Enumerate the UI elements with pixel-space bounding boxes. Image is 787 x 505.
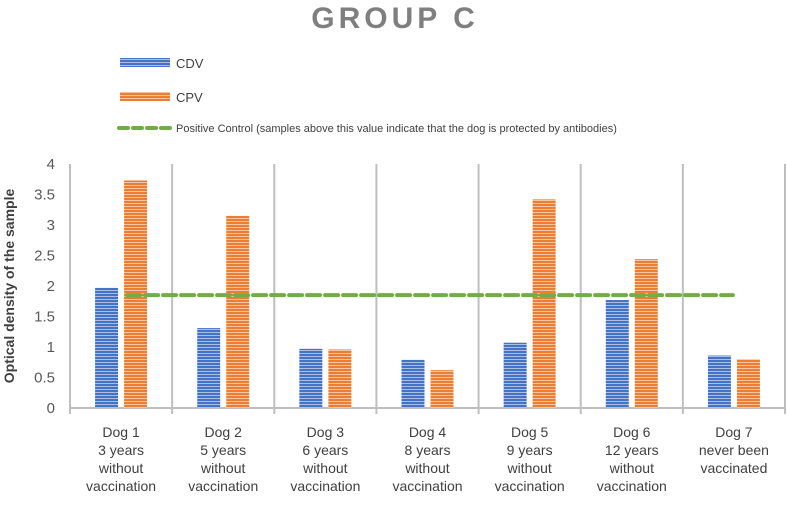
x-tick-label: vaccination: [188, 478, 258, 494]
x-tick-label: Dog 7: [715, 424, 753, 440]
y-tick-label: 0.5: [34, 370, 55, 387]
x-tick-label: vaccination: [597, 478, 667, 494]
y-tick-label: 2.5: [34, 248, 55, 265]
x-tick-label: 3 years: [98, 442, 144, 458]
x-tick-label: 6 years: [302, 442, 348, 458]
x-axis-labels: Dog 1 3 years without vaccination Dog 2 5 yea…: [86, 424, 769, 494]
bar-cpv: [532, 199, 556, 408]
x-tick-label: 5 years: [200, 442, 246, 458]
x-tick-label: vaccination: [290, 478, 360, 494]
legend-label-positive-control: Positive Control (samples above this val…: [176, 123, 617, 135]
x-tick-label: never been: [699, 442, 769, 458]
x-tick-label: without: [506, 460, 551, 476]
bar-cdv: [95, 287, 119, 408]
x-tick-label: 12 years: [605, 442, 659, 458]
x-tick-label: 9 years: [507, 442, 553, 458]
legend-label-cdv: CDV: [176, 56, 204, 71]
x-tick-label: without: [200, 460, 245, 476]
x-tick-label: 8 years: [405, 442, 451, 458]
y-tick-label: 4: [47, 156, 55, 173]
y-tick-label: 1.5: [34, 309, 55, 326]
chart-title: GROUP C: [311, 2, 478, 35]
legend-label-cpv: CPV: [176, 90, 203, 105]
x-tick-label: without: [404, 460, 449, 476]
y-axis-label: Optical density of the sample: [1, 189, 17, 384]
bar-cdv: [707, 355, 731, 408]
x-tick-label: vaccinated: [700, 460, 767, 476]
y-tick-label: 3.5: [34, 187, 55, 204]
legend-swatch-cpv: [120, 92, 170, 101]
y-tick-label: 2: [47, 278, 55, 295]
bar-cdv: [299, 348, 323, 408]
bar-cdv: [401, 359, 425, 408]
legend-swatch-cdv: [120, 58, 170, 67]
x-tick-label: without: [302, 460, 347, 476]
x-tick-label: Dog 3: [307, 424, 345, 440]
category-gridlines: [69, 164, 786, 414]
bar-cpv: [736, 359, 760, 408]
x-tick-label: Dog 1: [102, 424, 140, 440]
x-tick-label: Dog 4: [409, 424, 447, 440]
y-tick-label: 1: [47, 339, 55, 356]
x-tick-label: vaccination: [495, 478, 565, 494]
x-tick-label: Dog 5: [511, 424, 549, 440]
y-tick-label: 0: [47, 400, 55, 417]
bar-cdv: [197, 328, 221, 408]
bar-cpv: [430, 370, 454, 408]
bar-cpv: [226, 215, 250, 408]
x-tick-label: Dog 6: [613, 424, 651, 440]
x-tick-label: without: [609, 460, 654, 476]
bar-cpv: [634, 259, 658, 408]
x-tick-label: vaccination: [86, 478, 156, 494]
legend: CDV CPV Positive Control (samples above …: [117, 56, 617, 135]
bar-cdv: [503, 342, 527, 408]
bar-cpv: [328, 349, 352, 408]
x-tick-label: Dog 2: [205, 424, 243, 440]
x-tick-label: vaccination: [392, 478, 462, 494]
x-tick-label: without: [98, 460, 143, 476]
bar-cdv: [605, 300, 629, 408]
y-tick-label: 3: [47, 217, 55, 234]
y-axis-ticks: 0 0.5 1 1.5 2 2.5 3 3.5 4: [34, 156, 55, 417]
